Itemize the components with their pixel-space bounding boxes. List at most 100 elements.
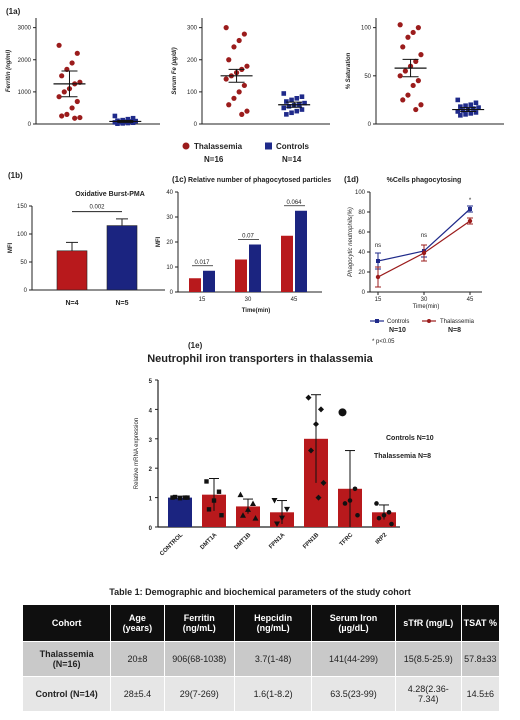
iron-transporters-chart: Neutrophil iron transporters in thalasse…: [134, 353, 434, 557]
p-value-label: 0.064: [286, 200, 302, 206]
cell: 57.8±33: [460, 641, 501, 677]
legend-n: N=8: [448, 327, 461, 334]
x-tick-label: IRP2: [375, 532, 389, 546]
legend-ctrl-marker: [265, 142, 272, 150]
data-point: [226, 102, 232, 108]
data-point: [410, 29, 416, 36]
y-tick-label: 2000: [18, 58, 32, 64]
bar: [235, 259, 247, 292]
data-point: [315, 494, 322, 501]
y-tick-label: 4: [149, 408, 153, 414]
y-axis-label: MFI: [156, 237, 162, 248]
data-point: [241, 31, 247, 37]
x-tick-label: DMT1A: [200, 532, 219, 551]
data-point: [219, 513, 224, 518]
y-tick-label: 100: [361, 26, 372, 32]
data-point: [421, 250, 427, 256]
legend-thal-n: N=16: [204, 155, 224, 164]
top-legend: Thalassemia N=16 Controls N=14: [182, 142, 309, 164]
pct-title: %Cells phagocytosing: [387, 177, 462, 184]
y-tick-label: 100: [187, 90, 198, 96]
table-header-row: Cohort Age (years) Ferritin (ng/mL) Hepc…: [21, 604, 501, 642]
x-tick-label: N=4: [65, 300, 78, 307]
y-tick-label: 10: [166, 265, 173, 271]
cell: 14.5±6: [460, 676, 501, 712]
data-point: [284, 506, 290, 513]
cell: 4.28(2.36-7.34): [394, 676, 462, 712]
data-point: [318, 406, 324, 413]
data-point: [112, 113, 118, 119]
data-point: [402, 68, 408, 74]
panel-label-1b: (1b): [8, 171, 23, 180]
data-point: [405, 92, 411, 98]
y-axis-label: Ferritin (ng/ml): [6, 50, 12, 92]
y-tick-label: 80: [358, 210, 365, 216]
panel-label-1c: (1c): [172, 175, 187, 184]
bar: [281, 235, 293, 292]
y-tick-label: 3000: [18, 26, 32, 32]
legend-label: Thalassemia: [440, 319, 475, 325]
x-tick-label: 15: [375, 297, 382, 303]
data-point: [413, 106, 419, 113]
y-tick-label: 300: [187, 26, 198, 32]
data-point: [284, 112, 289, 117]
data-point: [279, 515, 285, 522]
data-point: [74, 50, 80, 56]
x-tick-label: N=5: [115, 300, 128, 307]
y-tick-label: 0: [194, 122, 198, 128]
th-ferritin: Ferritin (ng/mL): [163, 604, 235, 642]
data-point: [177, 495, 183, 501]
y-tick-label: 200: [187, 58, 198, 64]
legend-thal-marker: [182, 142, 190, 150]
data-point: [223, 76, 229, 82]
x-tick-label: 45: [291, 297, 298, 303]
data-point: [250, 500, 256, 506]
data-point: [308, 447, 314, 454]
data-point: [400, 97, 406, 103]
data-point: [338, 408, 347, 417]
legend-n: N=10: [389, 327, 406, 334]
legend-marker: [375, 319, 379, 323]
data-point: [231, 44, 237, 50]
p-value-label: 0.002: [89, 205, 105, 211]
saturation-scatter: 0 50 100 % Saturation: [346, 18, 504, 128]
bar: [106, 225, 138, 291]
data-point: [252, 515, 259, 521]
cell: 1.6(1-8.2): [233, 676, 313, 712]
th-serum-iron: Serum Iron (µg/dL): [311, 604, 396, 642]
y-tick-label: 50: [20, 260, 27, 266]
data-point: [355, 512, 360, 518]
data-point: [299, 107, 305, 112]
data-point: [239, 111, 245, 117]
oxidative-title: Oxidative Burst-PMA: [75, 191, 145, 198]
y-tick-label: 150: [17, 204, 28, 210]
data-point: [226, 57, 232, 63]
legend-ctrl-n: N=14: [282, 155, 302, 164]
bar: [203, 270, 215, 292]
cell: 20±8: [110, 641, 165, 677]
th-tsat: TSAT %: [460, 604, 501, 642]
data-point: [170, 495, 175, 500]
x-tick-label: 45: [467, 297, 474, 303]
data-point: [468, 111, 474, 116]
data-point: [473, 110, 479, 115]
y-axis-label: MFI: [8, 243, 14, 254]
y-tick-label: 0: [170, 290, 174, 296]
y-tick-label: 0: [24, 288, 28, 294]
data-point: [120, 121, 125, 126]
legend-ctrl-name: Controls: [276, 142, 309, 151]
ferritin-scatter: 0 1000 2000 3000 Ferritin (ng/ml): [6, 18, 160, 128]
data-point: [473, 100, 479, 106]
data-point: [389, 521, 394, 527]
particles-title: Relative number of phagocytosed particle…: [188, 177, 331, 184]
th-cohort: Cohort: [21, 604, 112, 642]
panel-label-1e: (1e): [188, 341, 203, 350]
data-point: [463, 112, 468, 117]
data-point: [299, 94, 305, 99]
data-point: [59, 113, 65, 119]
data-point: [386, 510, 392, 515]
cell: 28±5.4: [110, 676, 165, 712]
footnote: * p<0.05: [372, 339, 395, 345]
cell: 906(68-1038): [163, 641, 235, 677]
data-point: [418, 102, 424, 108]
